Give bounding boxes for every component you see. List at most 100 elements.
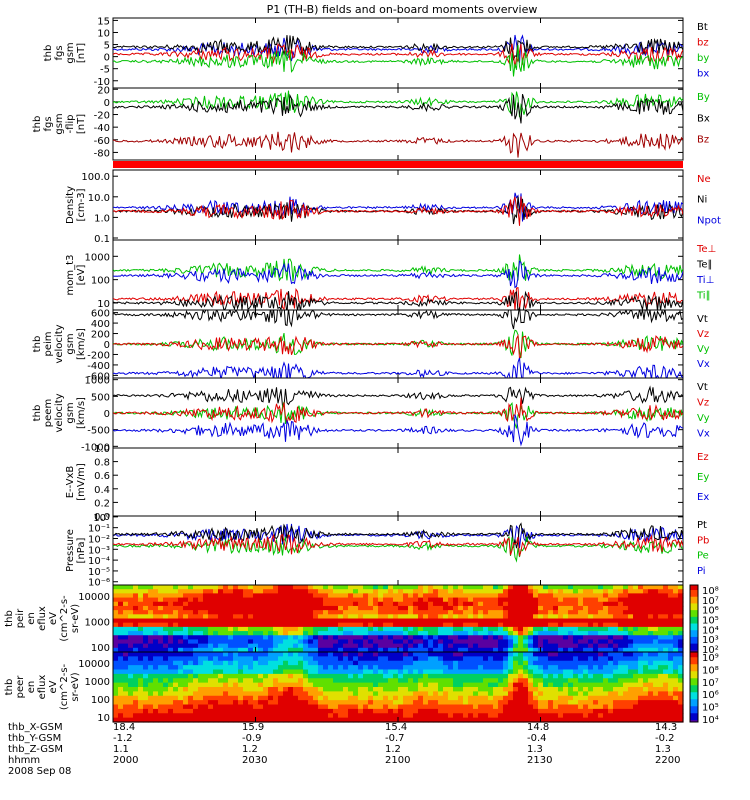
spectrogram-cell bbox=[393, 682, 399, 688]
spectrogram-cell bbox=[223, 597, 229, 603]
spectrogram-cell bbox=[143, 673, 149, 679]
spectrogram-cell bbox=[358, 593, 364, 599]
spectrogram-cell bbox=[603, 622, 609, 628]
spectrogram-cell bbox=[133, 665, 139, 671]
spectrogram-cell bbox=[128, 601, 134, 607]
spectrogram-cell bbox=[173, 687, 179, 692]
spectrogram-cell bbox=[468, 652, 474, 657]
spectrogram-cell bbox=[678, 713, 684, 719]
spectrogram-cell bbox=[368, 708, 374, 714]
spectrogram-cell bbox=[443, 673, 449, 679]
spectrogram-cell bbox=[248, 585, 254, 590]
spectrogram-cell bbox=[343, 704, 349, 710]
spectrogram-cell bbox=[123, 589, 129, 594]
colorbar-label: 10³ bbox=[702, 635, 719, 646]
spectrogram-cell bbox=[398, 626, 404, 632]
spectrogram-cell bbox=[293, 695, 299, 701]
spectrogram-cell bbox=[323, 597, 329, 603]
spectrogram-cell bbox=[353, 643, 359, 649]
spectrogram-cell bbox=[488, 695, 494, 701]
spectrogram-cell bbox=[153, 665, 159, 671]
spectrogram-cell bbox=[398, 610, 404, 615]
spectrogram-cell bbox=[468, 695, 474, 701]
spectrogram-cell bbox=[483, 643, 489, 649]
orbit-value: 2130 bbox=[527, 755, 553, 766]
spectrogram-cell bbox=[528, 717, 534, 723]
spectrogram-cell bbox=[353, 665, 359, 671]
spectrogram-cell bbox=[328, 597, 334, 603]
spectrogram-cell bbox=[518, 656, 524, 662]
spectrogram-cell bbox=[678, 589, 684, 594]
spectrogram-cell bbox=[673, 678, 679, 684]
spectrogram-cell bbox=[628, 669, 634, 675]
spectrogram-cell bbox=[523, 691, 529, 697]
spectrogram-cell bbox=[243, 601, 249, 607]
spectrogram-cell bbox=[448, 631, 454, 636]
spectrogram-cell bbox=[118, 660, 124, 666]
spectrogram-cell bbox=[558, 669, 564, 675]
spectrogram-cell bbox=[313, 593, 319, 599]
spectrogram-cell bbox=[138, 631, 144, 636]
spectrogram-cell bbox=[223, 647, 229, 653]
spectrogram-cell bbox=[403, 704, 409, 710]
colorbar-cell bbox=[690, 715, 698, 718]
spectrogram-cell bbox=[408, 660, 414, 666]
spectrogram-cell bbox=[288, 713, 294, 719]
spectrogram-cell bbox=[618, 631, 624, 636]
spectrogram-cell bbox=[588, 717, 594, 723]
spectrogram-cell bbox=[313, 605, 319, 611]
spectrogram-cell bbox=[523, 635, 529, 641]
spectrogram-cell bbox=[403, 713, 409, 719]
spectrogram-cell bbox=[633, 635, 639, 641]
spectrogram-cell bbox=[388, 660, 394, 666]
spectrogram-cell bbox=[598, 656, 604, 662]
spectrogram-cell bbox=[433, 700, 439, 706]
spectrogram-cell bbox=[548, 626, 554, 632]
colorbar-cell bbox=[690, 687, 698, 690]
spectrogram-cell bbox=[153, 682, 159, 688]
spectrogram-cell bbox=[593, 713, 599, 719]
spectrogram-cell bbox=[268, 626, 274, 632]
spectrogram-cell bbox=[253, 673, 259, 679]
spectrogram-cell bbox=[673, 695, 679, 701]
spectrogram-cell bbox=[533, 639, 539, 645]
spectrogram-cell bbox=[648, 682, 654, 688]
spectrogram-cell bbox=[343, 673, 349, 679]
spectrogram-cell bbox=[443, 687, 449, 692]
spectrogram-cell bbox=[298, 704, 304, 710]
spectrogram-cell bbox=[378, 652, 384, 657]
spectrogram-cell bbox=[243, 669, 249, 675]
spectrogram-cell bbox=[173, 678, 179, 684]
spectrogram-cell bbox=[433, 669, 439, 675]
spectrogram-cell bbox=[438, 682, 444, 688]
spectrogram-cell bbox=[293, 635, 299, 641]
spectrogram-cell bbox=[293, 626, 299, 632]
spectrogram-cell bbox=[278, 618, 284, 624]
spectrogram-cell bbox=[283, 691, 289, 697]
spectrogram-cell bbox=[178, 610, 184, 615]
spectrogram-cell bbox=[218, 652, 224, 657]
colorbar-cell bbox=[690, 616, 698, 619]
spectrogram-cell bbox=[148, 593, 154, 599]
spectrogram-cell bbox=[668, 665, 674, 671]
spectrogram-cell bbox=[193, 678, 199, 684]
spectrogram-cell bbox=[638, 652, 644, 657]
spectrogram-cell bbox=[148, 717, 154, 723]
spectrogram-cell bbox=[338, 622, 344, 628]
spectrogram-cell bbox=[618, 708, 624, 714]
spectrogram-cell bbox=[178, 678, 184, 684]
spectrogram-cell bbox=[433, 652, 439, 657]
spectrogram-cell bbox=[568, 700, 574, 706]
spectrogram-cell bbox=[408, 622, 414, 628]
spectrogram-cell bbox=[653, 700, 659, 706]
spectrogram-cell bbox=[263, 597, 269, 603]
spectrogram-cell bbox=[528, 622, 534, 628]
spectrogram-cell bbox=[138, 652, 144, 657]
spectrogram-cell bbox=[458, 669, 464, 675]
spectrogram-cell bbox=[518, 717, 524, 723]
spectrogram-cell bbox=[538, 601, 544, 607]
spectrogram-cell bbox=[473, 665, 479, 671]
spectrogram-cell bbox=[668, 717, 674, 723]
spectrogram-cell bbox=[513, 614, 519, 620]
spectrogram-cell bbox=[303, 605, 309, 611]
